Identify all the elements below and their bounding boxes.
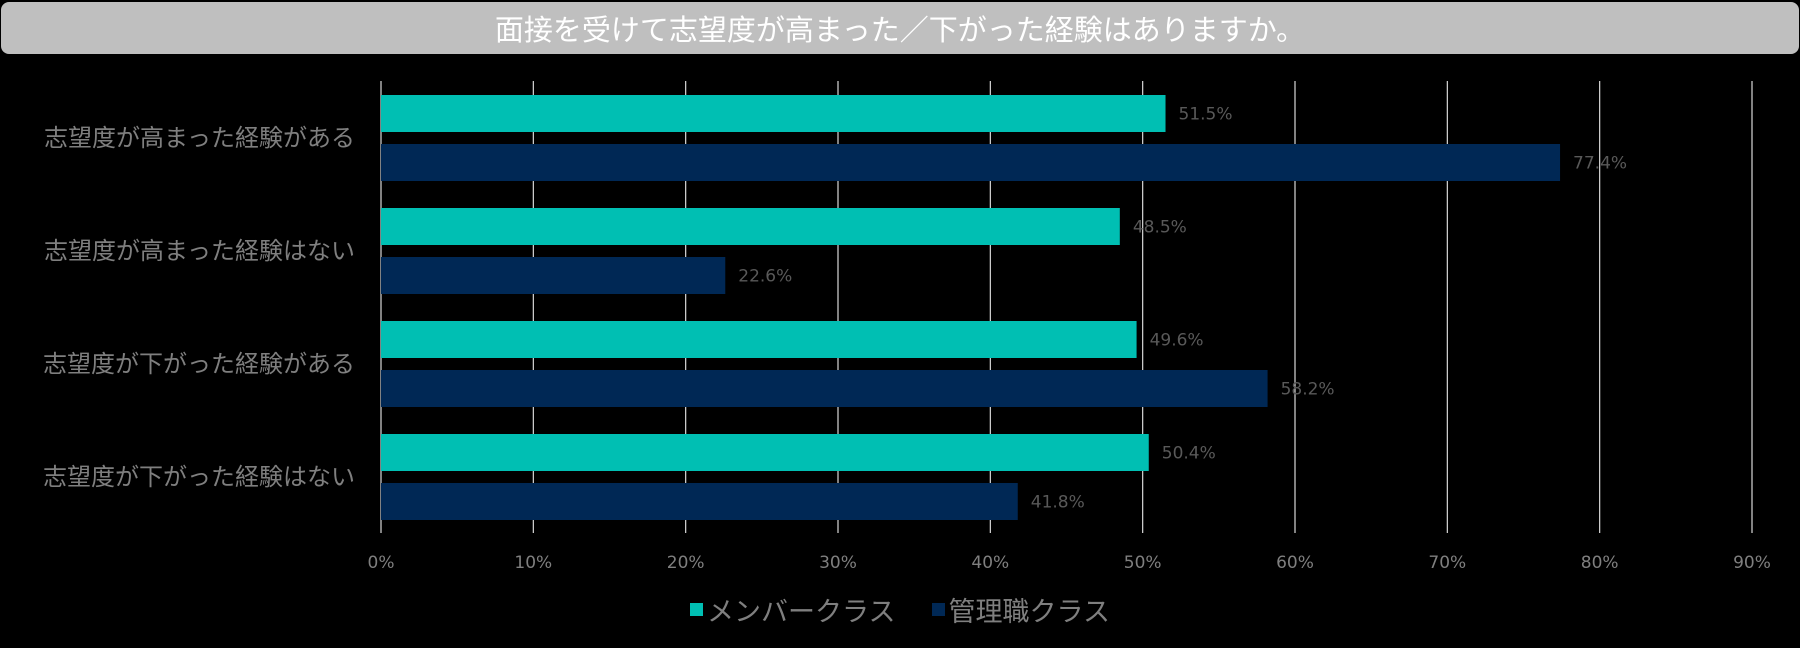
category-label: 志望度が高まった経験はない xyxy=(44,237,355,265)
legend-swatch-member xyxy=(690,603,704,616)
category-label: 志望度が高まった経験がある xyxy=(44,124,355,152)
data-label: 58.2% xyxy=(1281,380,1335,400)
legend-item-member: メンバークラス xyxy=(690,590,896,629)
bar xyxy=(381,370,1268,407)
bar xyxy=(381,95,1166,132)
data-label: 77.4% xyxy=(1573,154,1627,174)
data-label: 51.5% xyxy=(1179,105,1233,125)
legend-label-member: メンバークラス xyxy=(707,597,896,628)
bar xyxy=(381,208,1120,245)
bar xyxy=(381,321,1137,358)
bar xyxy=(381,257,726,294)
legend-swatch-manager xyxy=(931,603,945,616)
legend-item-manager: 管理職クラス xyxy=(931,590,1110,629)
bar xyxy=(381,144,1561,181)
category-label: 志望度が下がった経験がある xyxy=(43,350,355,378)
legend: メンバークラス 管理職クラス xyxy=(0,590,1800,629)
data-label: 49.6% xyxy=(1150,331,1204,351)
data-label: 41.8% xyxy=(1031,493,1085,513)
x-tick-label: 40% xyxy=(971,553,1009,573)
bar xyxy=(381,483,1018,520)
chart-title: 面接を受けて志望度が高まった／下がった経験はありますか。 xyxy=(494,13,1306,47)
x-tick-label: 70% xyxy=(1428,553,1466,573)
category-label: 志望度が下がった経験はない xyxy=(43,463,355,491)
bar xyxy=(381,434,1149,471)
x-tick-label: 0% xyxy=(368,553,395,573)
x-tick-label: 50% xyxy=(1124,553,1162,573)
x-tick-label: 10% xyxy=(514,553,552,573)
data-label: 22.6% xyxy=(738,267,792,287)
x-tick-label: 90% xyxy=(1733,553,1771,573)
chart-title-bar: 面接を受けて志望度が高まった／下がった経験はありますか。 xyxy=(1,2,1799,54)
data-label: 48.5% xyxy=(1133,218,1187,238)
x-tick-label: 80% xyxy=(1581,553,1619,573)
data-label: 50.4% xyxy=(1162,444,1216,464)
x-tick-label: 60% xyxy=(1276,553,1314,573)
x-tick-label: 20% xyxy=(667,553,705,573)
x-tick-label: 30% xyxy=(819,553,857,573)
legend-label-manager: 管理職クラス xyxy=(948,597,1110,628)
